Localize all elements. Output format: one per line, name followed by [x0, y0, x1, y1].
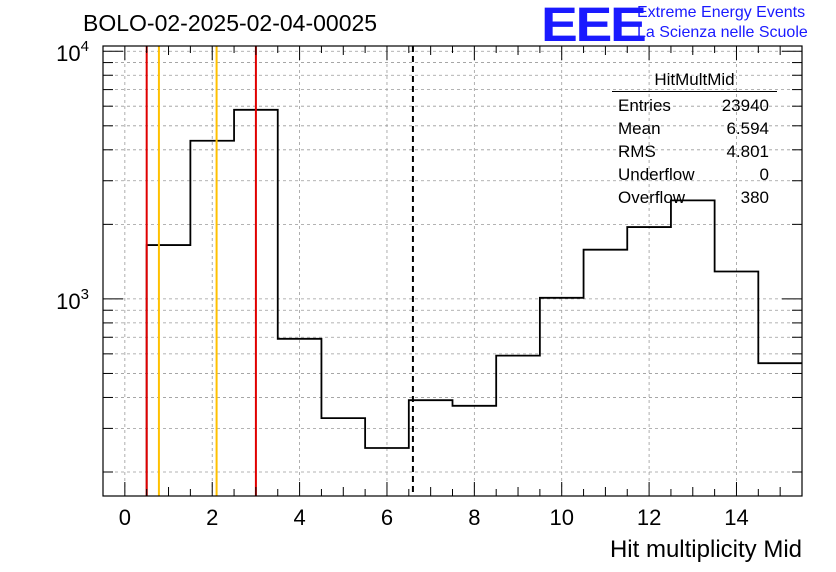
- x-tick-label: 4: [293, 505, 305, 530]
- histogram-bin: [671, 200, 715, 496]
- eee-logo: EEE: [541, 0, 647, 52]
- x-tick-label: 6: [381, 505, 393, 530]
- y-tick-label: 104: [56, 38, 89, 66]
- stat-value: 380: [740, 188, 769, 207]
- logo-caption: Extreme Energy Events La Scienza nelle S…: [637, 3, 808, 43]
- stat-value: 4.801: [726, 142, 769, 161]
- x-tick-label: 0: [119, 505, 131, 530]
- x-tick-label: 14: [724, 505, 748, 530]
- x-axis-label: Hit multiplicity Mid: [609, 536, 802, 563]
- stat-label: Overflow: [618, 188, 686, 207]
- x-tick-label: 2: [206, 505, 218, 530]
- stat-row-entries: Entries 23940: [612, 94, 777, 117]
- stat-value: 6.594: [726, 119, 769, 138]
- stat-row-rms: RMS 4.801: [612, 140, 777, 163]
- stat-label: Mean: [618, 119, 661, 138]
- stats-box: HitMultMid Entries 23940 Mean 6.594 RMS …: [612, 70, 777, 209]
- stat-row-overflow: Overflow 380: [612, 186, 777, 209]
- stat-label: Entries: [618, 96, 671, 115]
- x-tick-label: 8: [468, 505, 480, 530]
- x-tick-label: 12: [637, 505, 661, 530]
- histogram-bin: [409, 400, 453, 496]
- stat-label: RMS: [618, 142, 656, 161]
- stat-value: 23940: [721, 96, 769, 115]
- stat-value: 0: [759, 165, 769, 184]
- histogram-bin: [321, 418, 365, 496]
- logo-caption-line1: Extreme Energy Events: [637, 4, 806, 21]
- stat-row-underflow: Underflow 0: [612, 163, 777, 186]
- y-tick-label: 103: [56, 286, 89, 314]
- histogram-bin: [758, 363, 802, 496]
- histogram-outline: [145, 108, 802, 496]
- histogram-bin: [147, 245, 191, 496]
- stats-title: HitMultMid: [612, 70, 777, 92]
- logo-caption-line2: La Scienza nelle Scuole: [637, 24, 808, 41]
- stat-row-mean: Mean 6.594: [612, 117, 777, 140]
- stat-label: Underflow: [618, 165, 695, 184]
- histogram-bin: [496, 356, 540, 496]
- histogram-bin: [584, 250, 628, 496]
- x-tick-label: 10: [549, 505, 573, 530]
- chart-title: BOLO-02-2025-02-04-00025: [83, 10, 378, 36]
